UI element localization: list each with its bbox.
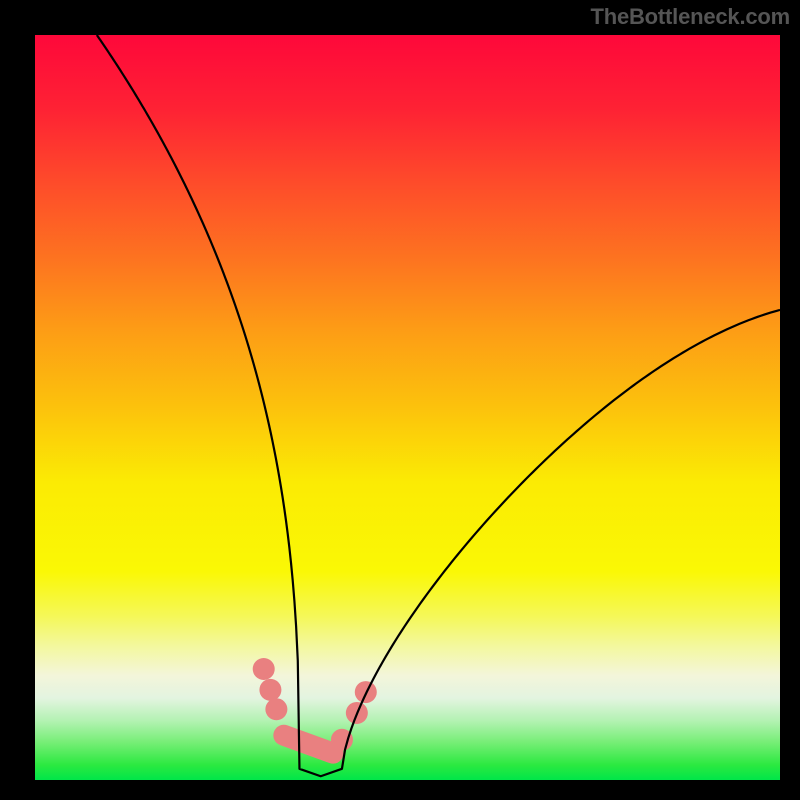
gradient-background — [35, 35, 780, 780]
chart-svg — [0, 0, 800, 800]
chart-container: TheBottleneck.com — [0, 0, 800, 800]
